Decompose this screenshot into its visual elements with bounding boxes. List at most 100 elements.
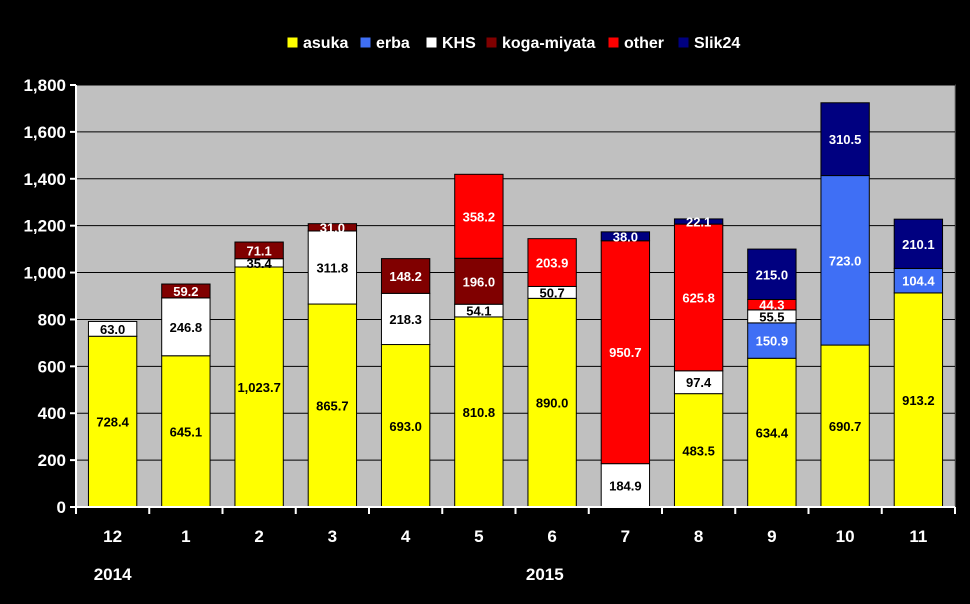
data-label: 810.8 <box>463 405 496 420</box>
bar-segment-slik24 <box>747 248 797 300</box>
data-label: 63.0 <box>100 322 125 337</box>
legend-label: koga-miyata <box>502 35 595 52</box>
bar-segment-koga-miyata <box>234 241 284 260</box>
bar-segment-asuka <box>161 355 211 508</box>
bar-segment-koga-miyata <box>307 223 358 232</box>
data-label: 950.7 <box>609 345 642 360</box>
data-label: 203.9 <box>536 256 569 271</box>
legend: asuka erba KHS koga-miyata other Slik24 <box>280 30 750 56</box>
data-label: 483.5 <box>682 443 715 458</box>
bar-segment-slik24 <box>673 218 724 225</box>
legend-swatch <box>677 36 690 49</box>
bar-segment-asuka <box>454 316 504 508</box>
legend-label: Slik24 <box>694 35 740 52</box>
legend-swatch <box>485 36 498 49</box>
y-tick-label: 1,200 <box>23 217 66 236</box>
bar-segment-asuka <box>673 393 724 508</box>
x-tick-label: 7 <box>621 527 630 546</box>
bar-segment-khs <box>87 320 138 337</box>
bar-segment-slik24 <box>893 218 944 269</box>
data-label: 150.9 <box>756 334 789 349</box>
y-tick-label: 1,400 <box>23 170 66 189</box>
x-tick-label: 9 <box>767 527 776 546</box>
data-label: 210.1 <box>902 237 935 252</box>
x-tick-label: 10 <box>836 527 855 546</box>
legend-box <box>280 30 750 56</box>
data-label: 50.7 <box>539 285 564 300</box>
bar-segment-koga-miyata <box>161 283 211 299</box>
data-label: 913.2 <box>902 393 935 408</box>
data-label: 38.0 <box>613 229 638 244</box>
bars-group <box>87 102 944 508</box>
bar-segment-other <box>454 173 504 259</box>
legend-swatch <box>286 36 299 49</box>
data-label: 218.3 <box>389 312 422 327</box>
bar-segment-asuka <box>380 344 431 508</box>
data-label: 59.2 <box>173 284 198 299</box>
data-label: 97.4 <box>686 375 712 390</box>
x-tick-label: 8 <box>694 527 703 546</box>
bar-segment-asuka <box>820 344 870 508</box>
bar-segment-erba <box>747 322 797 359</box>
legend-swatch <box>359 36 372 49</box>
bar-segment-khs <box>380 292 431 346</box>
data-label: 645.1 <box>170 424 203 439</box>
bar-segment-khs <box>307 230 358 305</box>
bar-segment-asuka <box>747 357 797 508</box>
bar-segment-koga-miyata <box>380 258 431 294</box>
bar-segment-koga-miyata <box>454 257 504 305</box>
x-tick-label: 1 <box>181 527 190 546</box>
bar-segment-khs <box>161 297 211 357</box>
data-label: 44.3 <box>759 298 784 313</box>
data-label: 890.0 <box>536 396 569 411</box>
data-label: 728.4 <box>96 415 129 430</box>
data-label: 1,023.7 <box>237 380 280 395</box>
data-label: 310.5 <box>829 132 862 147</box>
data-label: 71.1 <box>246 243 271 258</box>
legend-swatch <box>607 36 620 49</box>
bar-segment-slik24 <box>820 102 870 177</box>
data-label: 55.5 <box>759 309 784 324</box>
bar-segment-other <box>673 223 724 372</box>
legend-swatch <box>425 36 438 49</box>
bar-segment-other <box>527 238 577 287</box>
data-label: 22.1 <box>686 215 711 230</box>
legend-label: KHS <box>442 35 476 52</box>
data-label: 246.8 <box>170 320 203 335</box>
x-tick-label: 4 <box>401 527 411 546</box>
data-label: 31.0 <box>320 220 345 235</box>
x-tick-label: 5 <box>474 527 483 546</box>
bar-segment-slik24 <box>600 231 651 242</box>
y-tick-label: 600 <box>38 357 66 376</box>
data-label: 311.8 <box>316 260 348 275</box>
legend-label: other <box>624 35 664 52</box>
year-label: 2014 <box>94 565 132 584</box>
y-tick-label: 800 <box>38 310 66 329</box>
x-tick-label: 2 <box>254 527 263 546</box>
legend-label: erba <box>376 35 410 52</box>
data-label: 196.0 <box>463 274 496 289</box>
bar-segment-other <box>600 240 651 465</box>
bar-segment-asuka <box>234 266 284 508</box>
data-label: 693.0 <box>389 419 422 434</box>
data-label: 358.2 <box>463 209 496 224</box>
gridlines <box>76 84 955 461</box>
data-label: 215.0 <box>756 267 789 282</box>
plot-area <box>75 84 956 508</box>
x-tick-label: 6 <box>547 527 556 546</box>
data-label: 54.1 <box>466 304 491 319</box>
data-labels-group: 728.4 63.0 645.1 246.8 59.2 1,023.7 35.471.1 86… <box>96 132 935 493</box>
bar-segment-asuka <box>893 292 944 508</box>
data-label: 184.9 <box>609 478 642 493</box>
y-tick-label: 0 <box>57 498 66 517</box>
data-label: 104.4 <box>902 274 935 289</box>
y-tick-label: 1,800 <box>23 76 66 95</box>
data-label: 723.0 <box>829 253 862 268</box>
y-tick-label: 1,000 <box>23 264 66 283</box>
x-tick-label: 12 <box>103 527 122 546</box>
data-label: 625.8 <box>682 290 715 305</box>
bar-segment-asuka <box>307 303 358 508</box>
x-tick-label: 11 <box>909 527 927 546</box>
data-label: 148.2 <box>389 269 422 284</box>
